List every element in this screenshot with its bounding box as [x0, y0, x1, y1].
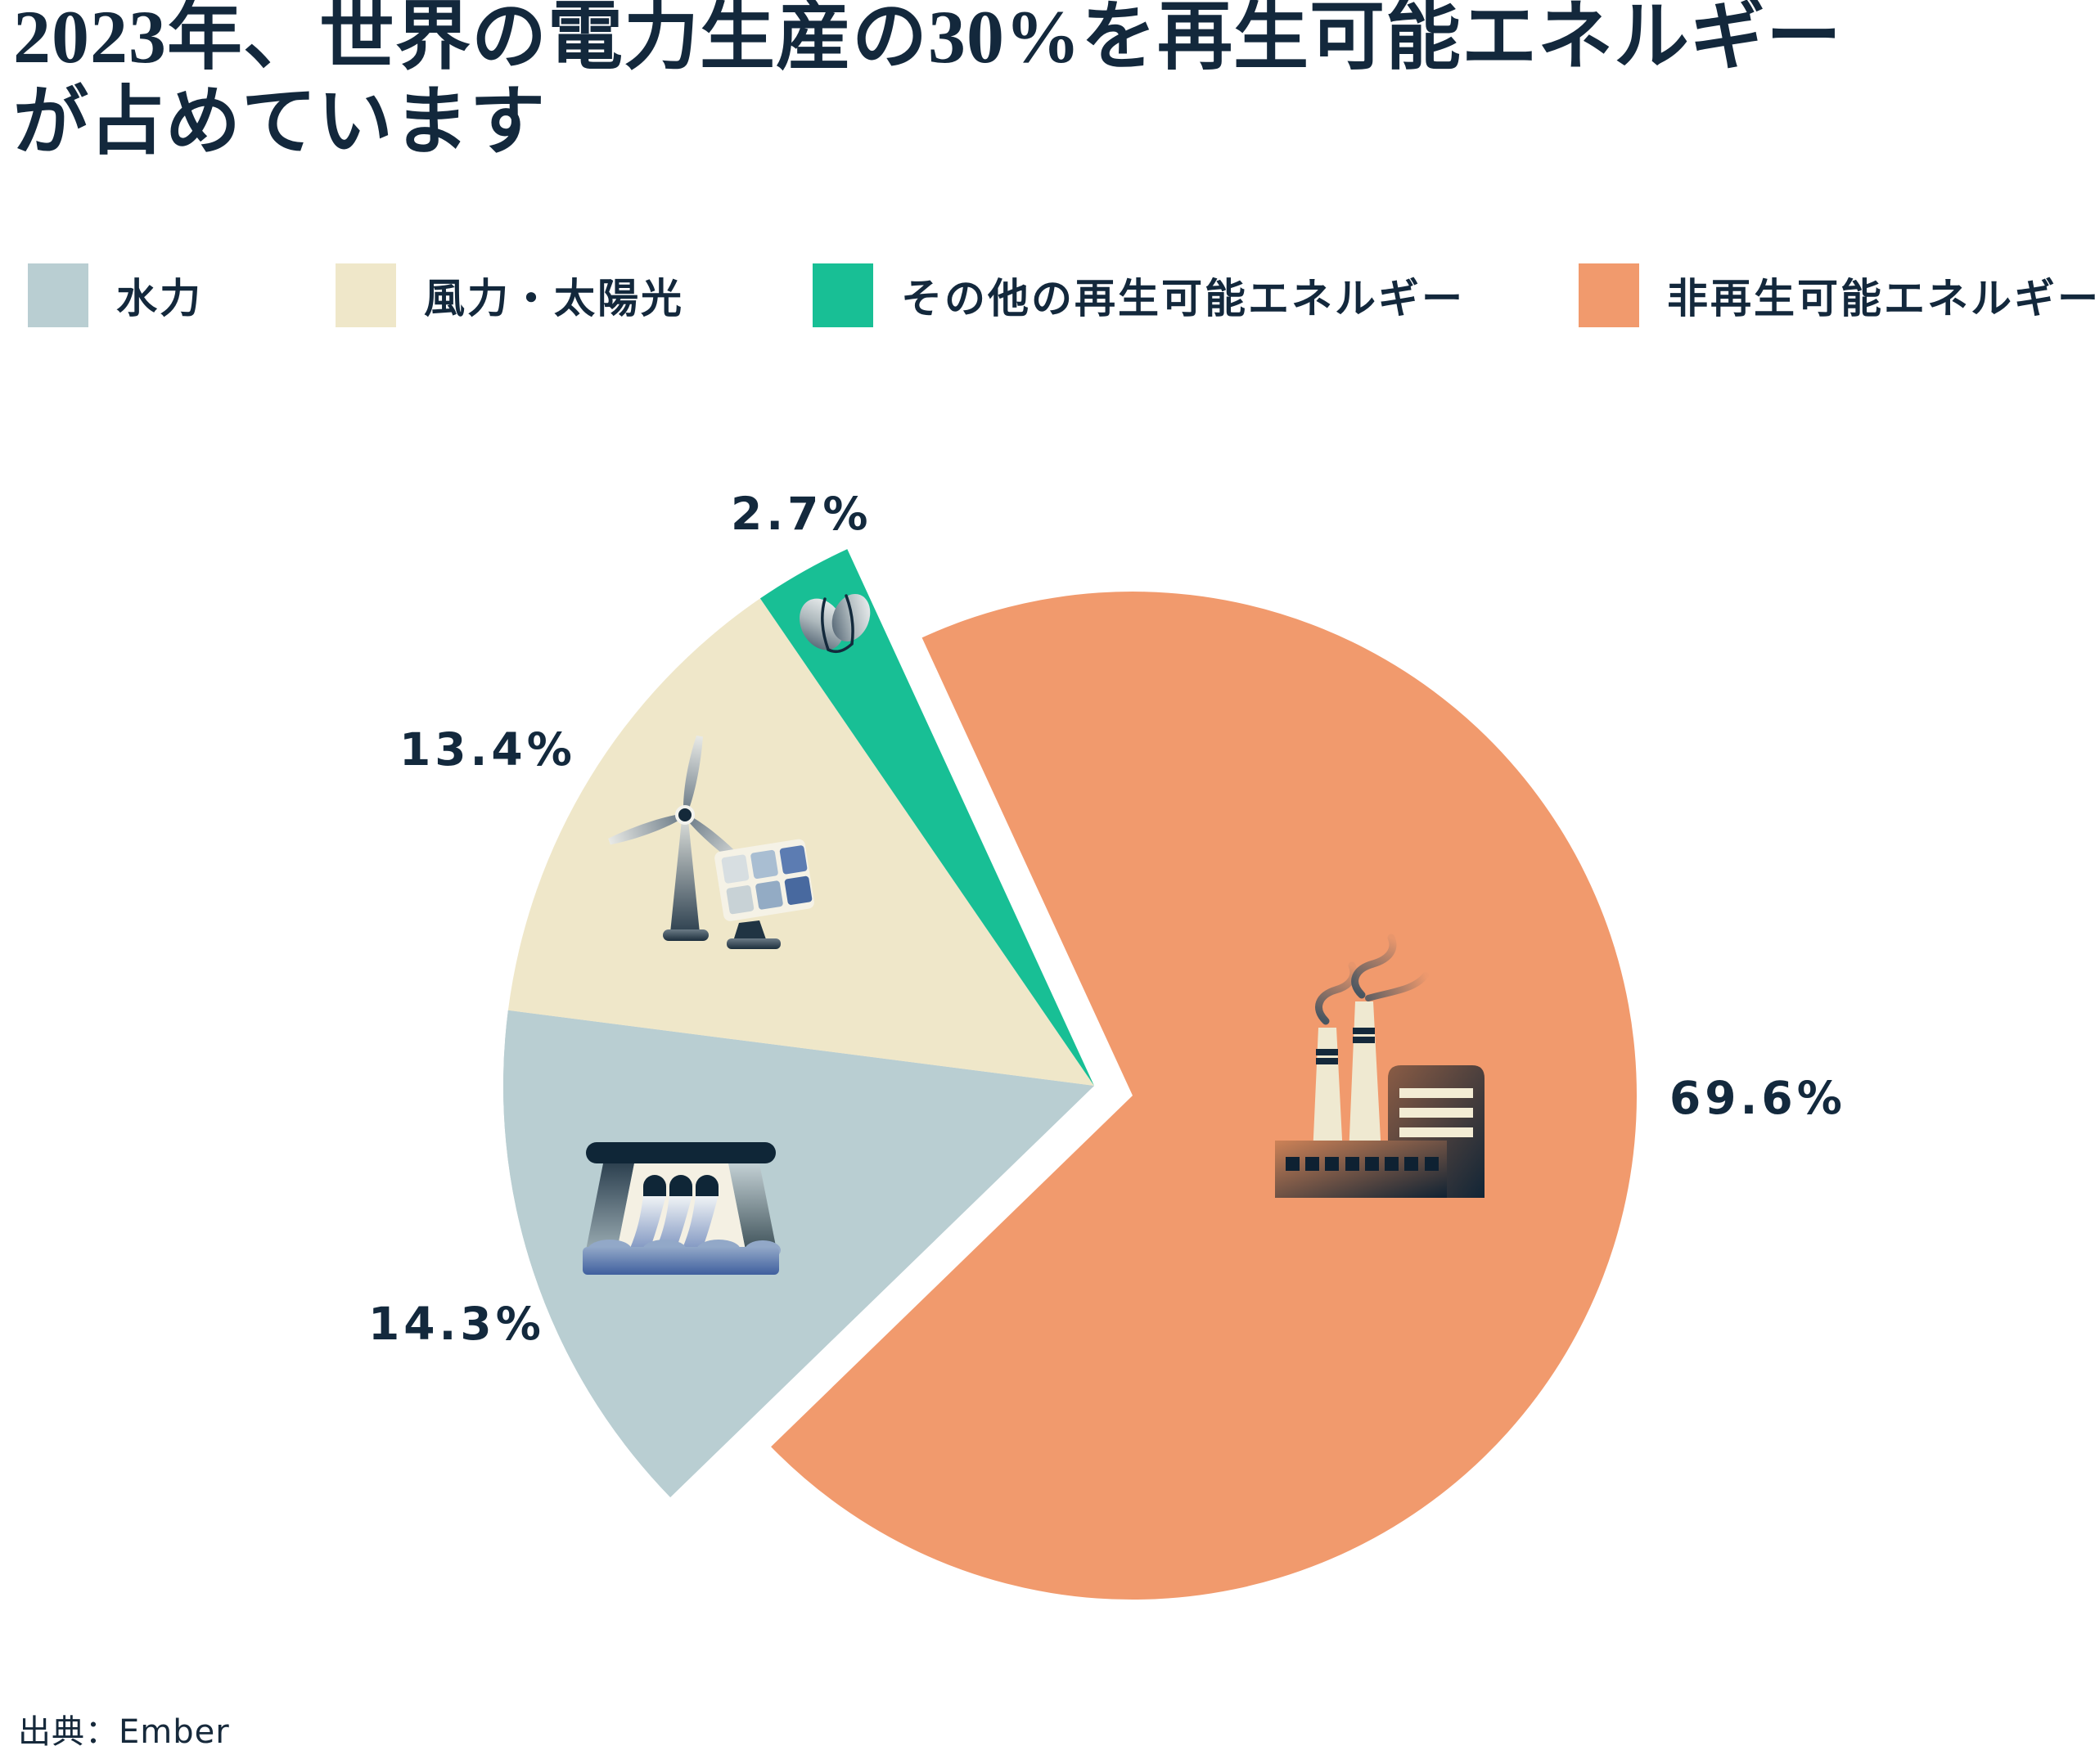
solar-panel-icon	[714, 839, 814, 949]
factory-icon	[1275, 934, 1485, 1198]
legend-item-non-renewable: 非再生可能エネルギー	[1579, 263, 2095, 327]
value-label-other-renewables: 2.7%	[731, 488, 872, 540]
legend-label-non-renewable: 非再生可能エネルギー	[1667, 275, 2095, 322]
slice-non-renewable	[771, 592, 1638, 1600]
legend-label-wind-solar: 風力・太陽光	[424, 275, 684, 322]
value-label-wind-solar: 13.4%	[399, 723, 576, 776]
legend-label-hydro: 水力	[116, 275, 203, 322]
value-label-hydro: 14.3%	[368, 1298, 545, 1350]
page-title: 2023年、世界の電力生産の30%を再生可能エネルギー が占めています	[13, 0, 1843, 164]
legend-item-hydro: 水力	[28, 263, 203, 327]
hydro-dam-icon	[583, 1142, 781, 1275]
legend-swatch-other-renewables	[813, 263, 873, 327]
legend-item-wind-solar: 風力・太陽光	[336, 263, 684, 327]
legend-item-other-renewables: その他の再生可能エネルギー	[813, 263, 1465, 327]
slice-other-renewables	[759, 549, 1094, 1086]
legend-label-other-renewables: その他の再生可能エネルギー	[901, 275, 1465, 322]
wind-turbine-icon	[608, 735, 749, 941]
legend-swatch-non-renewable	[1579, 263, 1639, 327]
slice-hydro-body	[502, 1010, 1094, 1497]
pie-slices	[502, 549, 1638, 1600]
legend-swatch-hydro	[28, 263, 88, 327]
legend-swatch-wind-solar	[336, 263, 396, 327]
value-label-non-renewable: 69.6%	[1669, 1072, 1846, 1124]
source-note: 出典：Ember	[18, 1713, 230, 1751]
leaf-icon	[800, 593, 871, 654]
